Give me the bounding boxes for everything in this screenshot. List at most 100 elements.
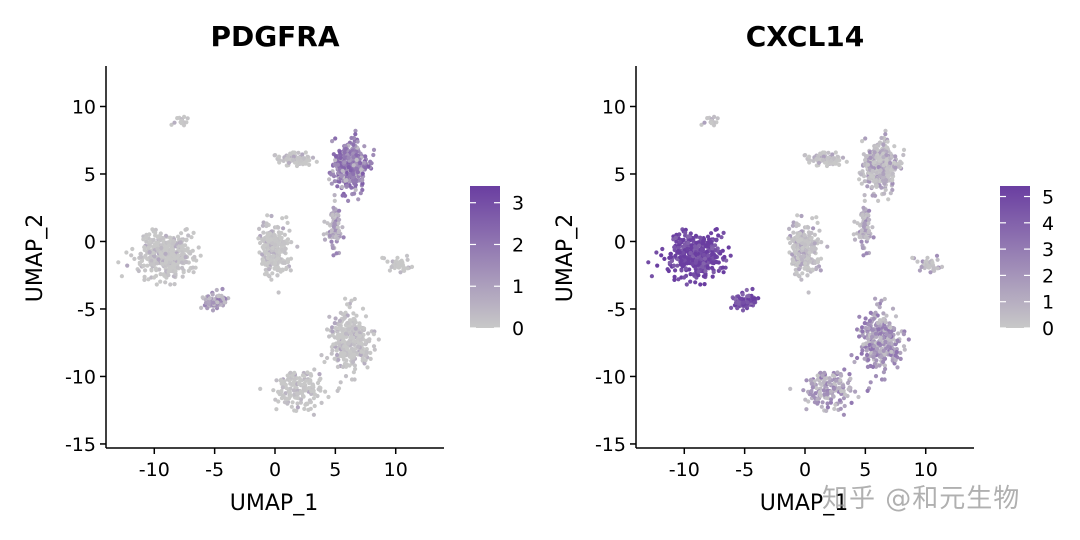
cell-point [124,250,129,255]
cell-point [166,273,171,278]
cell-point [176,253,181,258]
cell-point [178,240,183,245]
cell-point [915,259,920,264]
cell-point [286,160,292,165]
cell-point [345,346,350,352]
cell-point [288,268,293,273]
cell-point [180,265,185,270]
cell-point [351,317,356,322]
cell-point [288,381,293,386]
y-tick-label: 0 [84,231,96,253]
cell-point [159,245,164,251]
cell-point [790,223,796,228]
cell-point [349,354,354,359]
cell-point [814,386,819,391]
cell-point [678,255,683,260]
cell-point [269,213,274,219]
cell-point [722,254,727,260]
cell-point [672,274,677,279]
cell-point [353,339,358,344]
cell-point [885,139,890,144]
cell-point [836,386,841,391]
y-tick-label: 5 [84,164,96,186]
cell-point [186,233,191,238]
cell-point [288,256,294,261]
cell-point [862,179,867,184]
cell-point [851,232,856,237]
cell-point [888,191,893,196]
cell-point [371,147,377,152]
cell-point [222,300,227,305]
cell-point [143,253,148,258]
cell-point [331,205,336,210]
cell-point [277,160,282,165]
cell-point [888,160,893,166]
cell-point [702,256,708,261]
y-tick-label: 0 [614,231,626,253]
x-tick-label: 5 [859,459,871,481]
cell-point [211,300,216,305]
cell-point [866,357,871,362]
cell-point [317,372,322,377]
cell-point [160,261,165,267]
cell-point [837,162,842,167]
cell-point [335,388,340,393]
cell-point [163,280,168,285]
cell-point [330,329,335,334]
cell-point [210,308,216,313]
cell-point [257,226,262,231]
cell-point [871,316,877,321]
cell-point [715,116,720,121]
cell-point [266,273,271,278]
cell-point [168,282,173,287]
cell-point [371,332,376,337]
cell-point [405,257,410,262]
cell-point [294,163,300,169]
cell-point [274,378,279,383]
cell-point [878,168,883,173]
cell-point [172,120,177,125]
cell-point [277,250,282,255]
cell-point [343,193,348,198]
cell-point [807,250,812,255]
cell-point [142,274,147,279]
cell-point [711,270,716,275]
scatter-points [116,114,415,417]
cell-point [358,325,363,330]
cell-point [721,230,726,235]
cell-point [883,178,889,183]
cell-point [261,230,266,235]
cell-point [870,184,875,190]
cell-point [878,173,883,178]
cell-point [269,277,274,282]
cell-point [860,329,865,334]
cell-point [300,373,305,378]
cell-point [874,358,879,363]
cell-point [366,331,371,336]
colorbar-tick-label: 3 [1042,239,1054,261]
x-tick-label: 10 [384,459,408,481]
cell-point [162,244,168,249]
cell-point [818,256,824,261]
cell-point [343,178,348,183]
cell-point [833,150,838,155]
y-tick-label: 5 [614,164,626,186]
cell-point [288,393,293,398]
cell-point [401,266,406,271]
cell-point [884,313,889,318]
cell-point [154,282,159,287]
cell-point [705,116,710,121]
cell-point [343,374,349,379]
cell-point [327,334,332,339]
cell-point [256,236,261,241]
x-axis-ticks: -10 -5 0 5 10 [139,448,408,481]
cell-point [273,261,278,266]
y-tick-label: 10 [72,96,96,118]
cell-point [352,377,357,382]
cell-point [752,300,757,305]
cell-point [332,162,337,167]
cell-point [358,191,363,196]
cell-point [890,178,895,183]
cell-point [163,233,169,238]
cell-point [312,367,317,372]
